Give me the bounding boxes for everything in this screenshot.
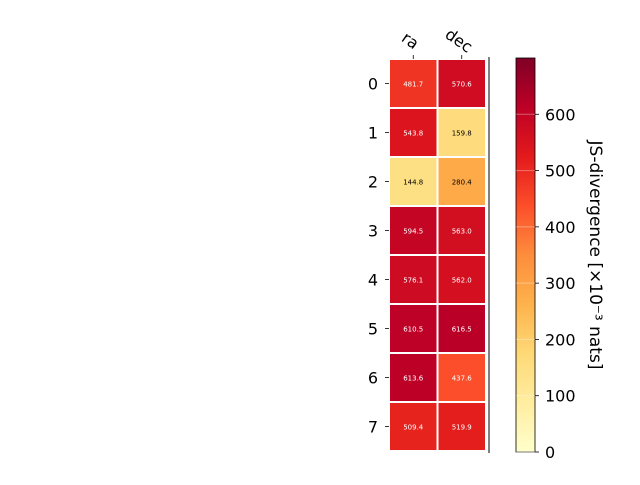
heatmap-cell bbox=[438, 158, 485, 205]
heatmap-cell bbox=[390, 305, 437, 352]
heatmap-cell bbox=[438, 256, 485, 303]
heatmap-cell bbox=[438, 60, 485, 107]
heatmap-cell bbox=[390, 158, 437, 205]
y-tick-label: 7 bbox=[368, 418, 378, 437]
heatmap-cell bbox=[390, 256, 437, 303]
y-tick-label: 3 bbox=[368, 222, 378, 241]
cell-value-label: 613.6 bbox=[403, 375, 424, 383]
y-tick-label: 0 bbox=[368, 75, 378, 94]
cell-value-label: 519.9 bbox=[452, 424, 472, 432]
y-tick-label: 1 bbox=[368, 124, 378, 143]
colorbar-gradient bbox=[515, 57, 536, 453]
colorbar-tick-label: 400 bbox=[545, 218, 576, 237]
heatmap-cell bbox=[438, 305, 485, 352]
cell-value-label: 563.0 bbox=[452, 228, 472, 236]
y-tick-label: 5 bbox=[368, 320, 378, 339]
cell-value-label: 481.7 bbox=[403, 81, 423, 89]
x-tick-label: ra bbox=[398, 28, 422, 53]
cell-value-label: 543.8 bbox=[403, 130, 423, 138]
heatmap-cell bbox=[390, 60, 437, 107]
cell-value-label: 280.4 bbox=[452, 179, 473, 187]
cell-value-label: 144.8 bbox=[403, 179, 423, 187]
heatmap-cell bbox=[438, 354, 485, 401]
colorbar: 0 100 200 300 400 500 600 JS-divergence [×10⁻³ … bbox=[515, 57, 605, 462]
colorbar-tick-label: 100 bbox=[545, 387, 576, 406]
y-tick-label: 2 bbox=[368, 173, 378, 192]
heatmap-cell bbox=[438, 109, 485, 156]
heatmap-cell bbox=[390, 109, 437, 156]
colorbar-tick-label: 600 bbox=[545, 105, 576, 124]
cell-value-label: 570.6 bbox=[452, 81, 473, 89]
colorbar-tick-label: 300 bbox=[545, 274, 576, 293]
colorbar-tick-label: 0 bbox=[545, 443, 555, 462]
y-tick-label: 4 bbox=[368, 271, 378, 290]
cell-value-label: 562.0 bbox=[452, 277, 472, 285]
cell-value-label: 610.5 bbox=[403, 326, 423, 334]
cell-value-label: 509.4 bbox=[403, 424, 424, 432]
heatmap-cell bbox=[390, 207, 437, 254]
y-tick-label: 6 bbox=[368, 369, 378, 388]
cell-value-label: 576.1 bbox=[403, 277, 423, 285]
cell-value-label: 437.6 bbox=[452, 375, 473, 383]
cell-value-label: 159.8 bbox=[452, 130, 472, 138]
heatmap-cells: 481.7 570.6 543.8 159.8 144.8 280.4 594.5 563.0… bbox=[390, 60, 485, 450]
heatmap-cell bbox=[438, 207, 485, 254]
colorbar-tick-label: 500 bbox=[545, 162, 576, 181]
colorbar-label: JS-divergence [×10⁻³ nats] bbox=[585, 140, 605, 370]
heatmap-cell bbox=[390, 354, 437, 401]
cell-value-label: 594.5 bbox=[403, 228, 423, 236]
heatmap-cell bbox=[390, 403, 437, 450]
cell-value-label: 616.5 bbox=[452, 326, 472, 334]
heatmap-cell bbox=[438, 403, 485, 450]
colorbar-tick-label: 200 bbox=[545, 330, 576, 349]
x-tick-label: dec bbox=[442, 24, 476, 56]
